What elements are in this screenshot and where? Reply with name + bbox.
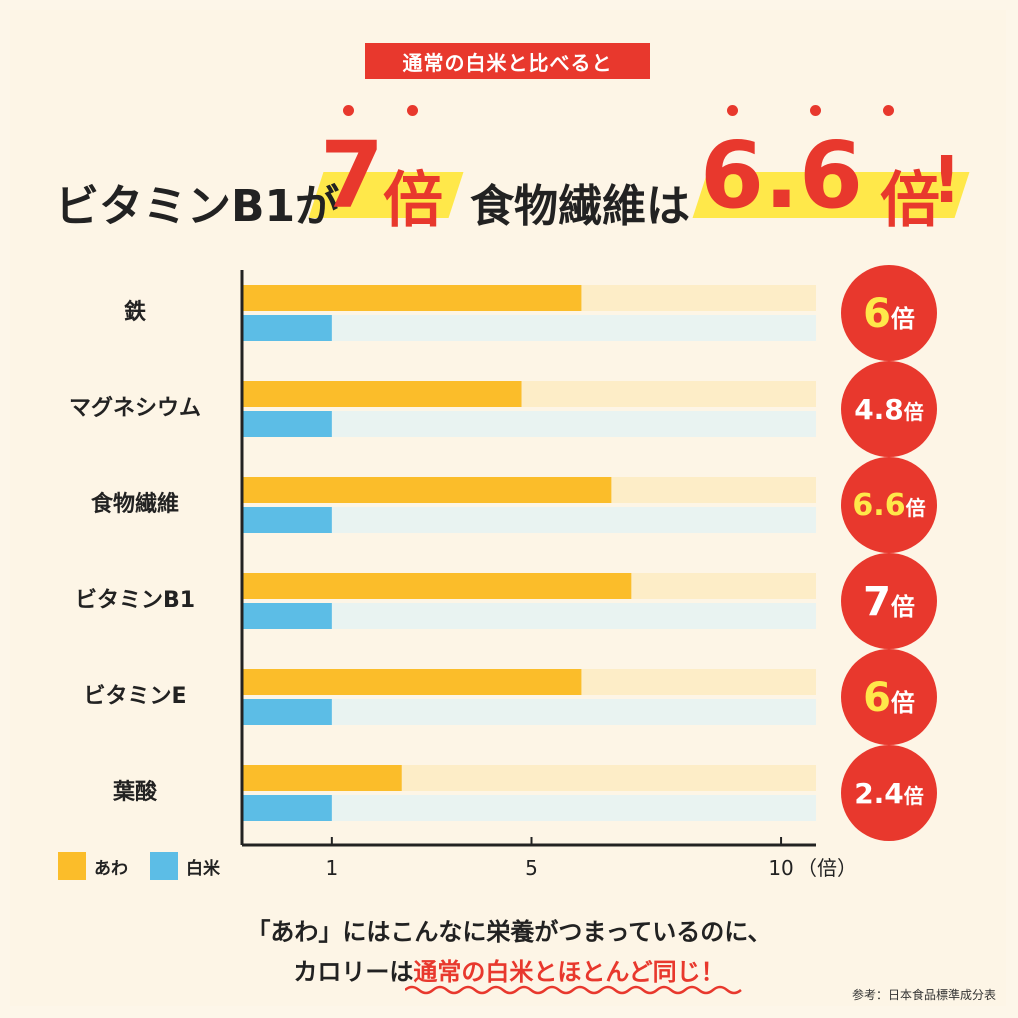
legend-label-awa: あわ: [94, 858, 128, 879]
bar-rice-4: [242, 699, 332, 725]
headline-unit-1: 倍: [383, 166, 443, 236]
bar-track-rice: [242, 507, 816, 533]
headline-unit-2: 倍: [880, 166, 940, 236]
bar-rice-0: [242, 315, 332, 341]
wavy-underline: [405, 985, 742, 995]
headline-part1: ビタミンB1が: [55, 181, 340, 232]
bar-rice-5: [242, 795, 332, 821]
bar-awa-0: [242, 285, 582, 311]
bar-track-rice: [242, 699, 816, 725]
bottom-line-2: カロリーは通常の白米とほとんど同じ！: [0, 952, 1018, 987]
headline-number-1: 7: [320, 122, 385, 229]
ratio-badge-label: 2.4倍: [854, 777, 924, 810]
bottom-line-1: 「あわ」にはこんなに栄養がつまっているのに、: [246, 918, 772, 946]
ratio-badge-label: 6.6倍: [852, 488, 925, 523]
bar-rice-1: [242, 411, 332, 437]
bar-track-rice: [242, 315, 816, 341]
category-label: マグネシウム: [69, 395, 201, 421]
ratio-badge: [841, 649, 937, 745]
x-tick-label: 5: [525, 856, 538, 880]
x-unit-label: （倍）: [797, 856, 857, 880]
comparison-tag: 通常の白米と比べると: [365, 43, 650, 79]
headline: ビタミンB1が 7 倍 食物繊維は 6.6 倍 !: [0, 100, 1018, 240]
category-label: 鉄: [124, 299, 146, 325]
bar-rice-2: [242, 507, 332, 533]
headline-exclaim: !: [932, 144, 962, 218]
ratio-badge: [841, 457, 937, 553]
bottom-line-2-prefix: カロリーは: [293, 958, 414, 986]
ratio-badge-label: 4.8倍: [854, 393, 924, 426]
ratio-badge-label: 6倍: [863, 675, 915, 721]
headline-part2: 食物繊維は: [470, 181, 690, 232]
headline-number-2: 6.6: [700, 122, 863, 229]
legend-swatch-awa: [58, 852, 86, 880]
legend-label-rice: 白米: [186, 858, 220, 879]
category-label: ビタミンE: [83, 684, 186, 709]
ratio-badge-label: 6倍: [863, 291, 915, 337]
emphasis-dot: [810, 105, 821, 116]
ratio-badge-label: 7倍: [863, 579, 915, 625]
bar-awa-4: [242, 669, 582, 695]
x-tick-label: 1: [325, 856, 338, 880]
x-tick-label: 10: [768, 856, 793, 880]
emphasis-dot: [343, 105, 354, 116]
ratio-badge: [841, 361, 937, 457]
ratio-badge: [841, 745, 937, 841]
bar-track-rice: [242, 411, 816, 437]
category-label: 食物繊維: [91, 491, 179, 517]
bar-rice-3: [242, 603, 332, 629]
ratio-badge: [841, 553, 937, 649]
emphasis-dot: [883, 105, 894, 116]
bar-awa-3: [242, 573, 632, 599]
bar-awa-5: [242, 765, 402, 791]
source-note: 参考：日本食品標準成分表: [851, 988, 996, 1002]
bar-track-rice: [242, 795, 816, 821]
emphasis-dot: [727, 105, 738, 116]
legend: あわ 白米: [58, 852, 234, 880]
category-label: 葉酸: [112, 780, 158, 805]
ratio-badge: [841, 265, 937, 361]
bar-awa-1: [242, 381, 522, 407]
category-label: ビタミンB1: [75, 588, 195, 613]
bar-track-rice: [242, 603, 816, 629]
legend-swatch-rice: [150, 852, 178, 880]
bottom-line-2-highlight: 通常の白米とほとんど同じ！: [413, 958, 725, 986]
bar-awa-2: [242, 477, 612, 503]
emphasis-dot: [407, 105, 418, 116]
